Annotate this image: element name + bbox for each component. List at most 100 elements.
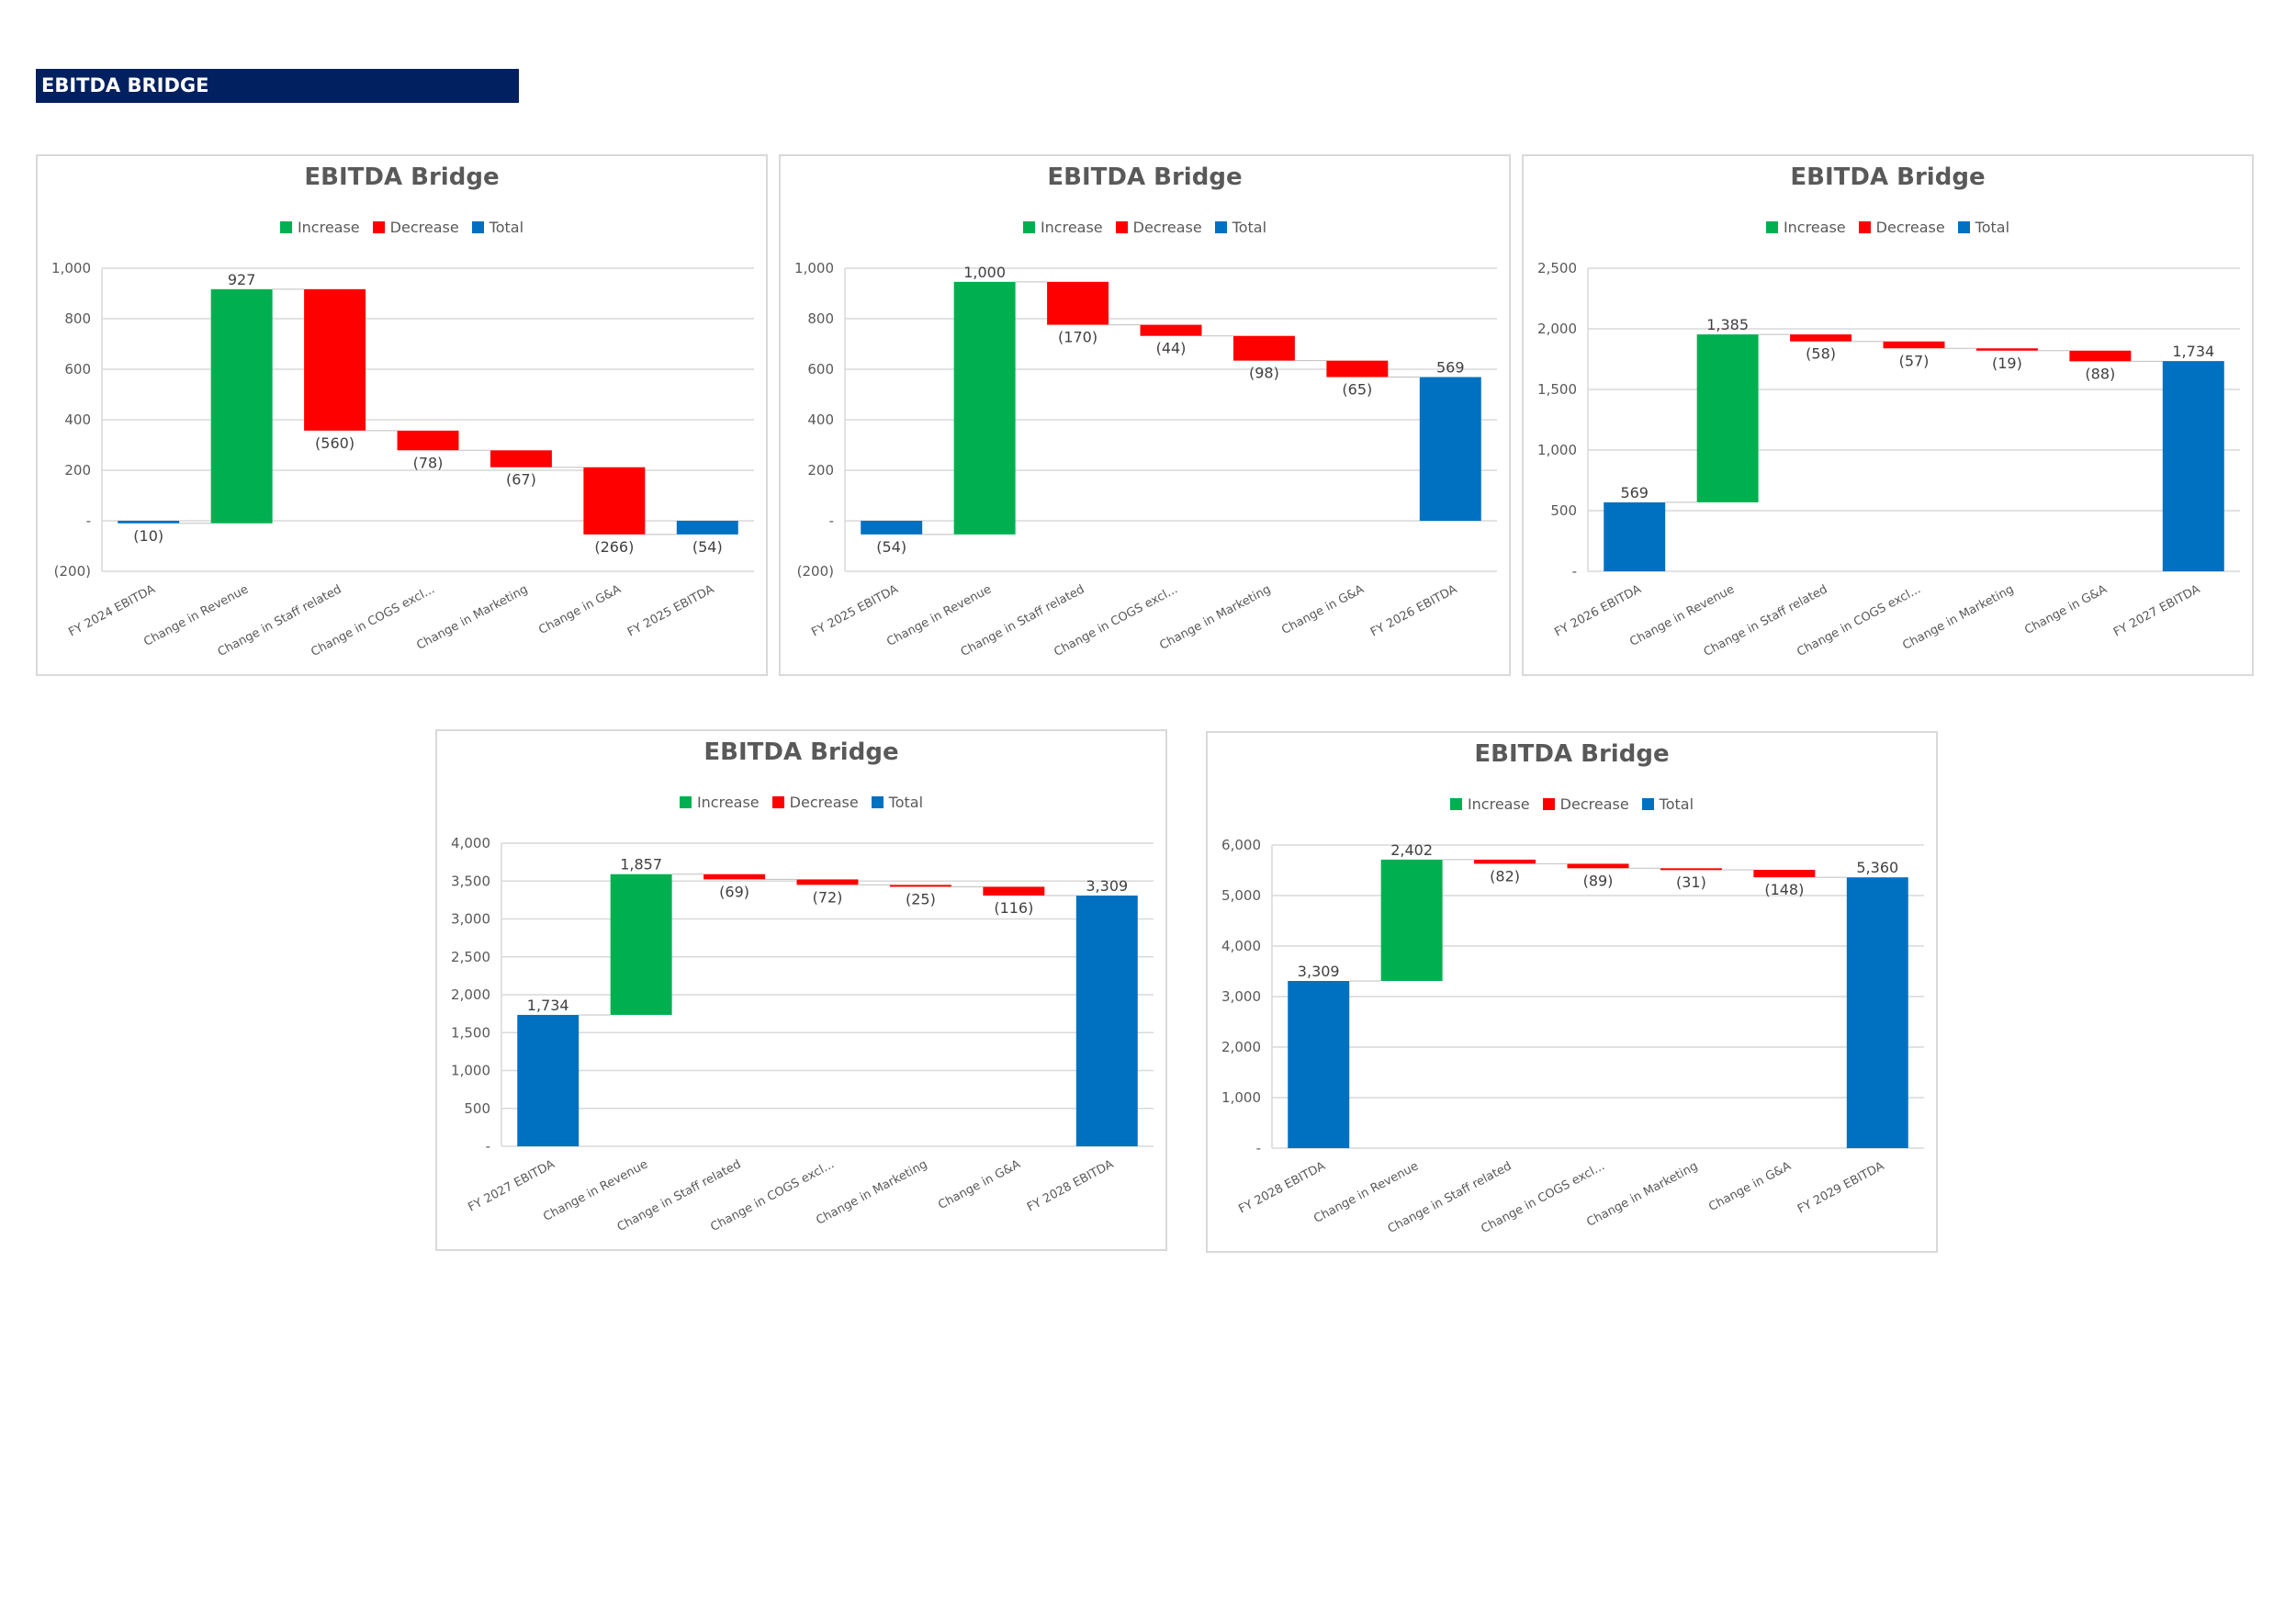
bar-change-in-marketing xyxy=(1232,335,1295,361)
legend-item-total: Total xyxy=(1214,219,1266,236)
data-label: 3,309 xyxy=(1298,963,1340,980)
bar-change-in-marketing xyxy=(1660,868,1722,871)
legend-label: Total xyxy=(489,219,524,236)
data-label: (98) xyxy=(1249,365,1279,382)
y-tick-label: 2,500 xyxy=(451,949,490,965)
legend-label: Decrease xyxy=(389,219,459,236)
legend-item-total: Total xyxy=(1641,795,1694,813)
y-tick-label: 1,000 xyxy=(1221,1089,1261,1106)
bar-change-in-cogs-excl xyxy=(1567,863,1629,869)
bar-fy-2025-ebitda xyxy=(861,521,923,535)
x-tick-label: FY 2028 EBITDA xyxy=(1025,1157,1116,1214)
y-tick-label: 3,000 xyxy=(1221,988,1261,1005)
x-tick-label: Change in G&A xyxy=(936,1157,1023,1212)
y-tick-label: 1,500 xyxy=(1537,381,1577,398)
legend-item-decrease: Decrease xyxy=(1115,219,1202,236)
chart-legend: Increase Decrease Total xyxy=(437,794,1165,811)
legend-label: Increase xyxy=(1783,219,1846,236)
data-label: (116) xyxy=(994,899,1033,917)
data-label: (72) xyxy=(813,888,843,906)
legend-swatch-decrease xyxy=(1115,221,1128,233)
legend-swatch-increase xyxy=(1765,221,1778,233)
legend-swatch-increase xyxy=(279,221,292,233)
x-tick-label: Change in G&A xyxy=(1706,1159,1794,1214)
bar-change-in-g-a xyxy=(1326,360,1389,378)
y-tick-label: 2,000 xyxy=(1537,321,1577,337)
data-label: 1,385 xyxy=(1706,316,1749,333)
legend-label: Increase xyxy=(1040,219,1103,236)
chart-title: EBITDA Bridge xyxy=(1474,740,1670,768)
legend-label: Total xyxy=(1975,219,2010,236)
legend-label: Increase xyxy=(696,794,760,811)
y-tick-label: - xyxy=(1256,1140,1261,1156)
y-tick-label: - xyxy=(86,513,91,529)
legend-item-decrease: Decrease xyxy=(1858,219,1945,236)
legend-swatch-decrease xyxy=(1858,221,1871,233)
y-tick-label: 400 xyxy=(64,411,91,428)
bar-fy-2024-ebitda xyxy=(118,521,180,524)
legend-item-total: Total xyxy=(871,794,923,811)
data-label: (170) xyxy=(1058,329,1097,346)
data-label: 2,402 xyxy=(1390,841,1433,859)
y-tick-label: 200 xyxy=(64,462,91,479)
bar-change-in-staff-related xyxy=(304,288,366,431)
ebitda-bridge-chart-fy2028: EBITDA Bridge Increase Decrease Total - 500 1,… xyxy=(435,729,1167,1251)
ebitda-bridge-chart-fy2029: EBITDA Bridge Increase Decrease Total - 1,000… xyxy=(1206,731,1938,1253)
chart-legend: Increase Decrease Total xyxy=(38,219,766,236)
x-tick-label: Change in G&A xyxy=(2022,582,2110,637)
data-label: (57) xyxy=(1899,352,1930,369)
y-tick-label: 500 xyxy=(464,1100,490,1117)
data-label: (89) xyxy=(1583,872,1614,889)
y-tick-label: (200) xyxy=(797,563,834,580)
y-tick-label: 6,000 xyxy=(1221,837,1261,853)
legend-swatch-total xyxy=(1214,221,1227,233)
data-label: (58) xyxy=(1806,345,1836,363)
y-tick-label: 500 xyxy=(1550,502,1577,519)
y-tick-label: - xyxy=(486,1138,490,1155)
legend-item-increase: Increase xyxy=(1449,795,1530,813)
data-label: 1,857 xyxy=(620,856,662,873)
ebitda-bridge-chart-fy2026: EBITDA Bridge Increase Decrease Total (200) -… xyxy=(779,154,1511,676)
legend-swatch-decrease xyxy=(372,221,385,233)
bar-fy-2025-ebitda xyxy=(676,521,738,535)
data-label: (148) xyxy=(1764,881,1804,898)
data-label: (82) xyxy=(1490,867,1520,885)
legend-label: Increase xyxy=(297,219,360,236)
y-tick-label: 1,000 xyxy=(1537,442,1577,458)
legend-label: Decrease xyxy=(1559,795,1629,813)
bar-fy-2026-ebitda xyxy=(1604,502,1666,571)
y-tick-label: 800 xyxy=(807,310,834,327)
bar-change-in-staff-related xyxy=(1047,281,1109,325)
data-label: 1,734 xyxy=(2172,343,2214,360)
bar-fy-2027-ebitda xyxy=(517,1014,580,1146)
bar-change-in-cogs-excl xyxy=(1140,324,1202,336)
bar-change-in-staff-related xyxy=(703,873,766,880)
bar-change-in-staff-related xyxy=(1790,334,1852,342)
bar-fy-2028-ebitda xyxy=(1075,896,1138,1146)
legend-label: Decrease xyxy=(789,794,859,811)
legend-swatch-increase xyxy=(679,796,692,808)
bar-change-in-g-a xyxy=(583,467,646,535)
chart-plot: - 1,000 2,000 3,000 4,000 5,000 6,000 3,309 FY 2… xyxy=(1221,837,1924,1236)
data-label: 569 xyxy=(1436,359,1465,377)
x-tick-label: FY 2028 EBITDA xyxy=(1236,1159,1327,1216)
x-tick-label: FY 2025 EBITDA xyxy=(625,582,716,639)
bar-change-in-revenue xyxy=(610,873,672,1015)
data-label: 569 xyxy=(1620,484,1649,502)
legend-label: Decrease xyxy=(1132,219,1202,236)
data-label: (54) xyxy=(692,538,723,556)
data-label: (10) xyxy=(133,527,163,545)
data-label: (560) xyxy=(315,434,355,452)
legend-item-total: Total xyxy=(1957,219,2010,236)
bar-change-in-g-a xyxy=(1753,870,1816,878)
chart-plot: (200) - 200 400 600 800 1,000 (54) FY 2025 EBITD… xyxy=(794,260,1497,659)
x-tick-label: FY 2026 EBITDA xyxy=(1552,582,1643,639)
chart-plot: - 500 1,000 1,500 2,000 2,500 569 FY 2026 EBITD… xyxy=(1537,260,2240,659)
chart-title: EBITDA Bridge xyxy=(1790,163,1986,191)
bar-change-in-g-a xyxy=(983,886,1045,896)
bar-fy-2027-ebitda xyxy=(2162,361,2224,571)
data-label: 5,360 xyxy=(1856,859,1898,876)
y-tick-label: 3,000 xyxy=(451,911,490,928)
data-label: 1,000 xyxy=(963,264,1006,281)
data-label: (31) xyxy=(1676,873,1706,891)
